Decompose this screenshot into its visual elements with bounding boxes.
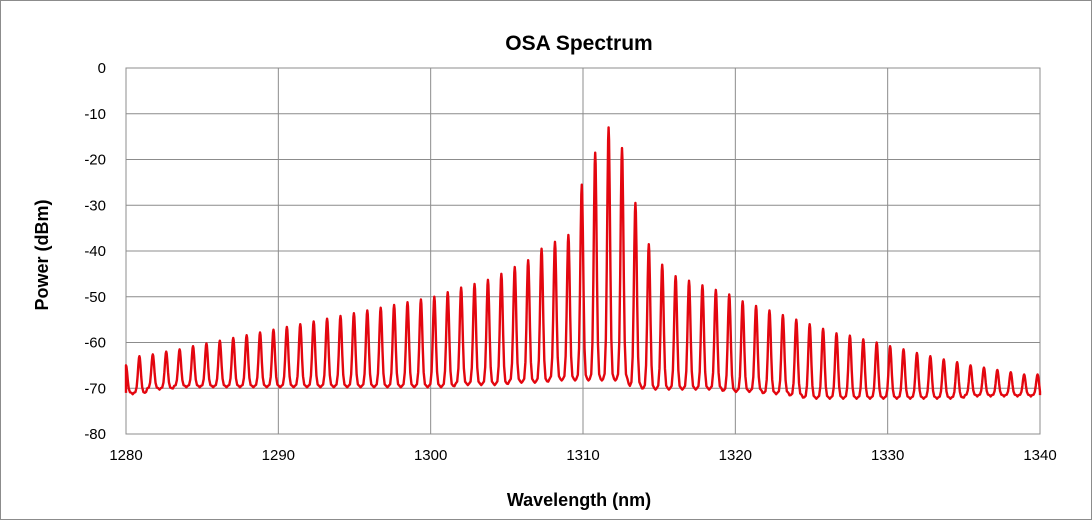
spectrum-peak-point xyxy=(232,337,235,339)
spectrum-peak-point xyxy=(768,309,771,312)
y-tick-label: -10 xyxy=(84,106,106,123)
spectrum-peak-point xyxy=(500,273,503,275)
spectrum-peak-point xyxy=(808,323,811,326)
spectrum-peak-point xyxy=(942,358,945,361)
spectrum-peak-point xyxy=(661,263,664,266)
spectrum-peak-point xyxy=(902,348,905,351)
spectrum-peak-point xyxy=(420,298,422,301)
spectrum-peak-point xyxy=(875,341,878,344)
spectrum-peak-point xyxy=(433,295,436,298)
x-axis-title: Wavelength (nm) xyxy=(507,490,651,510)
spectrum-peak-point xyxy=(916,352,918,354)
y-tick-label: -40 xyxy=(84,243,106,260)
spectrum-peak-point xyxy=(178,348,181,351)
spectrum-peak-point xyxy=(956,361,958,363)
x-tick-label: 1300 xyxy=(414,447,447,464)
spectrum-peak-point xyxy=(648,243,650,245)
spectrum-peak-point xyxy=(513,266,516,268)
spectrum-peak-point xyxy=(822,327,824,330)
y-tick-label: -20 xyxy=(84,152,106,169)
spectrum-peak-point xyxy=(286,326,288,328)
y-tick-labels: 0 -10 -20 -30 -40 -50 -60 -70 -80 xyxy=(84,60,106,443)
spectrum-peak-point xyxy=(782,314,784,316)
spectrum-peak-point xyxy=(715,289,717,291)
spectrum-peak-point xyxy=(540,247,543,250)
spectrum-peak-point xyxy=(406,301,409,304)
spectrum-peak-point xyxy=(1009,371,1012,374)
spectrum-peak-point xyxy=(849,334,851,337)
spectrum-peak-point xyxy=(688,279,690,282)
spectrum-peak-point xyxy=(580,183,583,186)
spectrum-peak-point xyxy=(621,147,623,149)
spectrum-peak-point xyxy=(393,304,395,306)
spectrum-peak-point xyxy=(701,284,704,287)
spectrum-peak-point xyxy=(527,259,529,261)
y-tick-label: 0 xyxy=(98,60,106,77)
spectrum-peak-point xyxy=(567,234,570,236)
spectrum-peak-point xyxy=(366,309,369,312)
spectrum-peak-point xyxy=(996,369,999,371)
y-tick-label: -80 xyxy=(84,426,106,443)
spectrum-peak-point xyxy=(192,345,194,347)
spectrum-peak-point xyxy=(634,202,637,204)
spectrum-peak-point xyxy=(969,364,972,367)
spectrum-peak-point xyxy=(1023,373,1025,376)
spectrum-peak-point xyxy=(353,312,355,315)
spectrum-peak-point xyxy=(755,305,757,307)
x-tick-label: 1290 xyxy=(262,447,295,464)
x-tick-label: 1330 xyxy=(871,447,904,464)
spectrum-peak-point xyxy=(326,317,328,320)
y-tick-label: -70 xyxy=(84,380,106,397)
spectrum-peak-point xyxy=(379,306,382,309)
spectrum-peak-point xyxy=(889,345,891,347)
x-tick-label: 1320 xyxy=(719,447,752,464)
y-tick-label: -60 xyxy=(84,335,106,352)
y-axis-title: Power (dBm) xyxy=(32,199,52,310)
spectrum-peak-point xyxy=(152,353,154,356)
spectrum-peak-point xyxy=(835,332,838,335)
spectrum-peak-point xyxy=(929,355,932,358)
spectrum-peak-point xyxy=(259,331,261,334)
y-tick-label: -50 xyxy=(84,289,106,306)
spectrum-peak-point xyxy=(245,334,248,336)
spectrum-peak-point xyxy=(339,315,342,317)
spectrum-peak-point xyxy=(219,339,221,342)
x-tick-labels: 1280 1290 1300 1310 1320 1330 1340 xyxy=(109,447,1056,464)
spectrum-peak-point xyxy=(299,323,302,326)
spectrum-peak-point xyxy=(205,342,208,345)
series-layer xyxy=(124,126,1042,400)
spectrum-peak-point xyxy=(607,126,610,129)
spectrum-peak-point xyxy=(674,275,677,277)
spectrum-peak-point xyxy=(125,364,127,367)
x-tick-label: 1280 xyxy=(109,447,142,464)
spectrum-peak-point xyxy=(862,338,865,341)
spectrum-peak-point xyxy=(795,318,798,321)
y-tick-label: -30 xyxy=(84,197,106,214)
spectrum-peak-point xyxy=(138,355,141,358)
spectrum-peak-point xyxy=(272,328,275,331)
spectrum-peak-point xyxy=(554,241,556,243)
spectrum-peak-point xyxy=(165,350,168,353)
x-tick-label: 1310 xyxy=(566,447,599,464)
chart-title: OSA Spectrum xyxy=(505,32,652,55)
spectrum-peak-point xyxy=(594,151,596,154)
spectrum-peak-point xyxy=(487,279,489,281)
spectrum-peak-point xyxy=(312,320,315,323)
spectrum-peak-point xyxy=(728,293,731,296)
spectrum-peak-point xyxy=(460,286,462,289)
spectrum-peak-point xyxy=(473,283,476,285)
spectrum-peak-point xyxy=(741,300,744,303)
spectrum-peak-point xyxy=(983,366,985,369)
spectrum-peak-point xyxy=(1036,373,1039,376)
spectrum-peak-point xyxy=(446,291,449,293)
plot-area-border xyxy=(125,67,1041,435)
x-tick-label: 1340 xyxy=(1023,447,1056,464)
